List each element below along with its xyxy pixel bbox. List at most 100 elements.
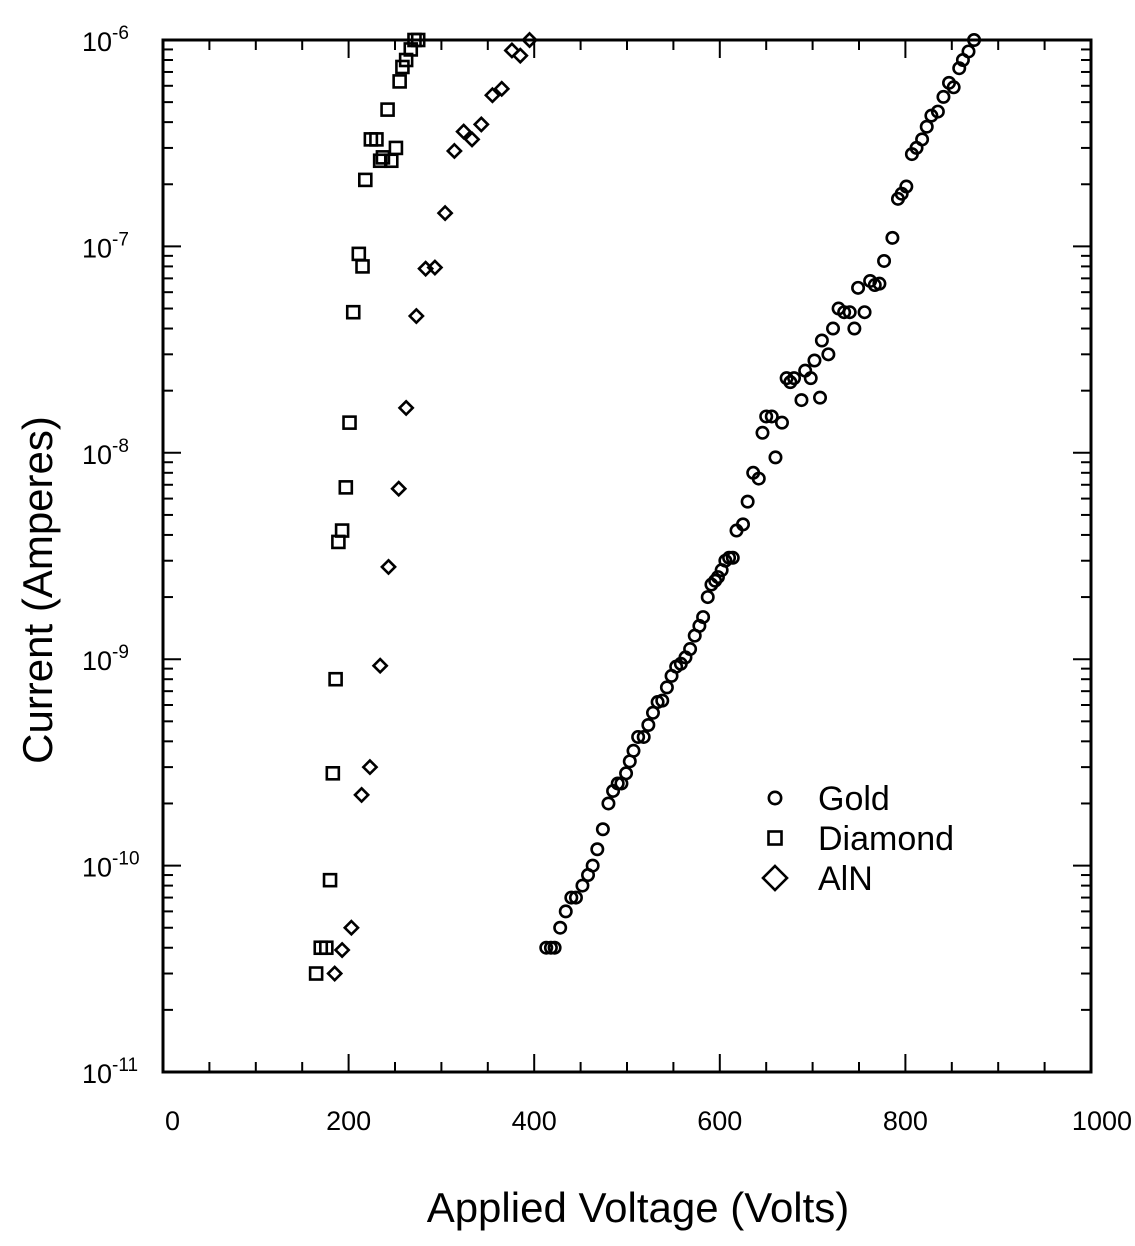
gold-point [595, 822, 610, 837]
x-tick-label: 200 [326, 1106, 371, 1136]
diamond-point [369, 132, 384, 147]
gold-point [539, 940, 554, 955]
gold-point [568, 890, 583, 905]
y-axis-title: Current (Amperes) [14, 416, 61, 764]
aln-point [371, 657, 389, 675]
diamond-point [342, 415, 357, 430]
legend-label-diamond: Diamond [818, 820, 954, 858]
legend-marker-gold [767, 790, 783, 806]
x-axis-title: Applied Voltage (Volts) [427, 1184, 850, 1231]
gold-point [961, 44, 976, 59]
x-tick-label: 400 [512, 1106, 557, 1136]
aln-point [380, 558, 397, 576]
gold-point [899, 179, 914, 194]
gold-point [936, 89, 951, 104]
diamond-point [328, 671, 343, 687]
x-tick-label: 600 [697, 1106, 742, 1136]
diamond-point [398, 52, 414, 68]
gold-point [700, 590, 715, 605]
diamond-point [375, 150, 391, 165]
diamond-point [380, 102, 395, 117]
gold-point [564, 890, 579, 905]
aln-point [521, 31, 538, 49]
gold-point [803, 371, 818, 386]
aln-point [503, 42, 521, 59]
gold-point [915, 132, 930, 147]
diamond-point [392, 74, 407, 89]
gold-point [619, 766, 634, 781]
gold-point [636, 729, 651, 744]
diamond-point [322, 872, 338, 888]
diamond-point [345, 304, 361, 320]
gold-point [813, 390, 828, 405]
plot-frame [161, 38, 1093, 1074]
gold-point [585, 858, 600, 873]
aln-point [463, 130, 481, 148]
gold-point [547, 940, 562, 955]
gold-point [872, 276, 887, 291]
diamond-point [319, 940, 334, 956]
diamond-point [325, 766, 341, 781]
gold-point [814, 333, 829, 348]
gold-point [930, 104, 945, 119]
diamond-point [358, 172, 373, 188]
gold-point [842, 305, 857, 320]
gold-point [787, 371, 802, 386]
legend-marker-aln [761, 864, 789, 892]
y-tick-label: 10-11 [82, 1055, 138, 1089]
gold-point [575, 878, 590, 893]
aln-point [397, 399, 415, 417]
gold-point [641, 717, 656, 732]
x-tick-label: 1000 [1072, 1106, 1132, 1136]
ticks-layer [162, 39, 1092, 1073]
gold-point [735, 517, 750, 532]
gold-point [558, 904, 573, 919]
aln-point [511, 47, 529, 65]
diamond-point [388, 140, 404, 156]
y-tick-label: 10-7 [82, 229, 129, 263]
aln-point [342, 919, 360, 937]
gold-point [696, 610, 711, 625]
gold-point [553, 920, 568, 935]
gold-point [740, 494, 755, 509]
x-tick-label: 0 [165, 1106, 180, 1136]
gold-point [919, 119, 934, 134]
aln-point [445, 142, 463, 160]
diamond-point [308, 966, 324, 981]
gold-point [759, 409, 774, 424]
aln-point [353, 786, 371, 804]
aln-point [333, 941, 351, 959]
gold-point [755, 425, 770, 440]
gold-point [837, 305, 852, 320]
diamond-point [338, 480, 354, 495]
legend-label-aln: AlN [818, 860, 873, 898]
aln-point [455, 123, 473, 141]
aln-point [407, 307, 425, 325]
y-tick-label: 10-6 [82, 23, 129, 57]
gold-point [857, 305, 872, 320]
legend-label-gold: Gold [818, 780, 890, 818]
aln-point [426, 259, 444, 276]
aln-point [436, 204, 454, 222]
diamond-point [403, 42, 419, 57]
gold-point [751, 471, 766, 486]
gold-point [655, 693, 670, 708]
gold-point [683, 642, 698, 657]
aln-point [472, 115, 490, 133]
gold-point [659, 680, 674, 695]
diamond-point [355, 259, 370, 274]
gold-point [774, 415, 789, 430]
gold-point [626, 743, 641, 758]
aln-point [493, 80, 511, 98]
gold-point [946, 80, 961, 95]
gold-point [794, 393, 809, 408]
diamond-point [351, 246, 367, 262]
y-tick-label: 10-9 [82, 642, 129, 676]
gold-point [764, 409, 779, 424]
gold-point [768, 450, 783, 465]
aln-point [326, 965, 344, 982]
aln-point [390, 480, 408, 498]
